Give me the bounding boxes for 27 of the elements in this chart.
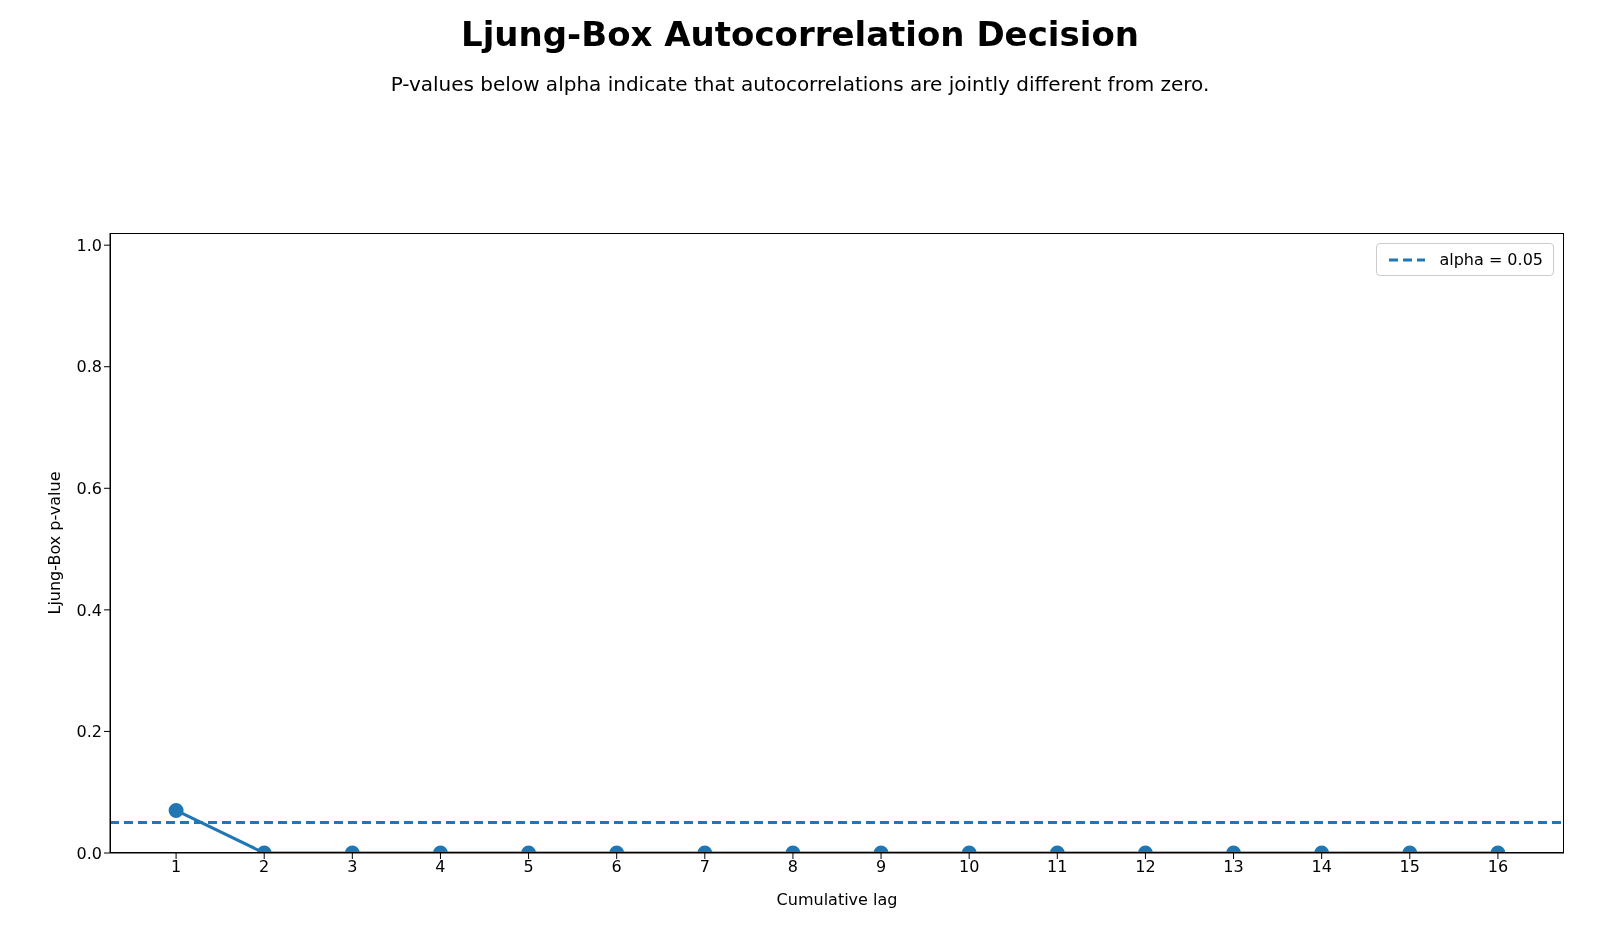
x-tick-label: 4: [435, 857, 446, 877]
x-tick-label: 8: [787, 857, 799, 877]
legend-label: alpha = 0.05: [1439, 250, 1543, 269]
x-tick-label: 2: [259, 857, 270, 877]
y-tick-label: 0.8: [76, 357, 102, 377]
y-axis-title: Ljung-Box p-value: [44, 471, 64, 615]
x-tick-label: 13: [1223, 857, 1244, 877]
x-tick-label: 14: [1311, 857, 1332, 877]
x-tick-label: 12: [1135, 857, 1156, 877]
x-tick-label: 11: [1047, 857, 1068, 877]
y-tick-label: 0.4: [76, 600, 102, 620]
x-tick-label: 10: [959, 857, 980, 877]
chart-subtitle: P-values below alpha indicate that autocorrelations are jointly different from zero.: [389, 72, 1211, 96]
x-axis-title: Cumulative lag: [776, 890, 898, 909]
chart-title: Ljung-Box Autocorrelation Decision: [460, 14, 1140, 54]
x-tick-label: 6: [611, 857, 622, 877]
x-tick-label: 15: [1399, 857, 1420, 877]
x-tick-label: 7: [699, 857, 710, 877]
x-tick-label: 9: [875, 857, 887, 877]
x-tick-label: 1: [171, 857, 182, 877]
x-tick-label: 16: [1487, 857, 1509, 877]
y-tick-label: 1.0: [76, 235, 102, 255]
x-tick-label: 3: [347, 857, 358, 877]
y-tick-label: 0.2: [76, 722, 102, 742]
x-tick-label: 5: [523, 857, 534, 877]
y-tick-label: 0.6: [76, 478, 102, 498]
y-tick-label: 0.0: [76, 843, 102, 863]
